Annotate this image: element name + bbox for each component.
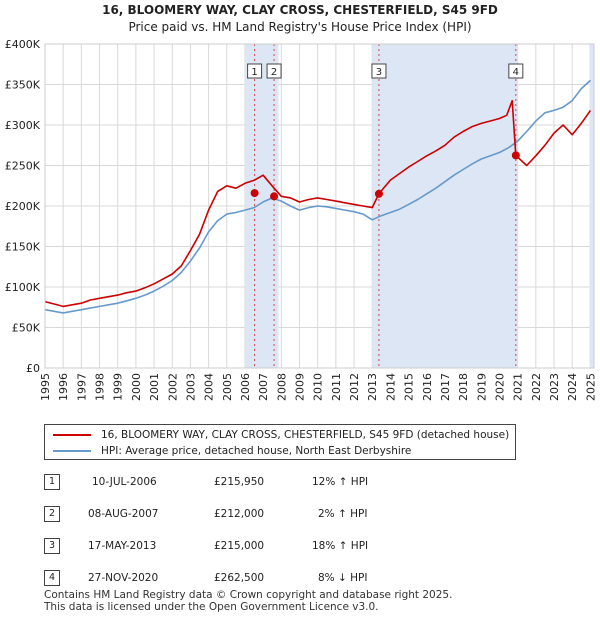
x-tick-label: 2005 <box>221 373 234 401</box>
sale-price: £212,000 <box>214 508 265 520</box>
sale-point <box>374 189 383 198</box>
x-tick-label: 2018 <box>457 373 470 401</box>
sale-date: 08-AUG-2007 <box>88 508 159 520</box>
price-chart: 16, BLOOMERY WAY, CLAY CROSS, CHESTERFIE… <box>5 3 598 401</box>
x-tick-label: 2022 <box>530 373 543 401</box>
x-tick-label: 1999 <box>112 373 125 401</box>
x-tick-label: 1996 <box>57 373 70 401</box>
sale-row: 4 27-NOV-2020 £262,500 8% ↓ HPI <box>0 570 600 590</box>
x-tick-label: 1997 <box>75 373 88 401</box>
sale-date: 27-NOV-2020 <box>88 572 159 584</box>
shaded-period <box>372 44 518 368</box>
x-tick-label: 2013 <box>366 373 379 401</box>
sale-hpi-change: 18% ↑ HPI <box>312 540 369 552</box>
x-tick-label: 2011 <box>330 373 343 401</box>
sale-number-box <box>508 63 524 79</box>
y-tick-label: £300K <box>5 119 41 132</box>
sale-number-box <box>266 63 282 79</box>
sale-point <box>270 192 279 201</box>
legend-swatch-property <box>53 434 91 436</box>
y-tick-label: £250K <box>5 160 41 173</box>
sale-hpi-change: 8% ↓ HPI <box>318 572 368 584</box>
sale-number-label: 3 <box>376 67 382 78</box>
sale-point <box>250 189 259 198</box>
y-tick-label: £50K <box>12 322 41 335</box>
sale-hpi-change: 2% ↑ HPI <box>318 508 368 520</box>
legend-label-property: 16, BLOOMERY WAY, CLAY CROSS, CHESTERFIE… <box>101 429 510 441</box>
chart-legend: 16, BLOOMERY WAY, CLAY CROSS, CHESTERFIE… <box>44 424 516 460</box>
y-tick-label: £200K <box>5 200 41 213</box>
x-tick-label: 2004 <box>203 373 216 401</box>
x-tick-label: 1998 <box>94 373 107 401</box>
x-tick-label: 2016 <box>421 373 434 401</box>
y-tick-label: £0 <box>26 362 40 375</box>
x-tick-label: 2002 <box>166 373 179 401</box>
sale-number-badge: 4 <box>44 570 60 586</box>
plot-border <box>44 43 595 369</box>
x-tick-label: 1995 <box>39 373 52 401</box>
y-tick-label: £350K <box>5 79 41 92</box>
sale-number-box <box>247 63 263 79</box>
sale-number-box <box>371 63 387 79</box>
x-tick-label: 2007 <box>257 373 270 401</box>
sale-row: 1 10-JUL-2006 £215,950 12% ↑ HPI <box>0 474 600 494</box>
sale-price: £215,000 <box>214 540 265 552</box>
x-tick-label: 2003 <box>184 373 197 401</box>
chart-title-line2: Price paid vs. HM Land Registry's House … <box>128 20 471 34</box>
x-tick-label: 2008 <box>275 373 288 401</box>
sale-number-badge: 3 <box>44 538 60 554</box>
sale-number-badge: 2 <box>44 506 60 522</box>
sale-point <box>511 151 520 160</box>
sale-number-badge: 1 <box>44 474 60 490</box>
x-tick-label: 2019 <box>475 373 488 401</box>
x-tick-label: 2012 <box>348 373 361 401</box>
x-tick-label: 2014 <box>384 373 397 401</box>
sale-date: 17-MAY-2013 <box>88 540 157 552</box>
footer-line-licence: This data is licensed under the Open Gov… <box>44 600 379 613</box>
shaded-period <box>244 44 279 368</box>
x-tick-label: 2023 <box>548 373 561 401</box>
footer-line-copyright: Contains HM Land Registry data © Crown c… <box>44 589 453 601</box>
sale-hpi-change: 12% ↑ HPI <box>312 476 369 488</box>
y-tick-label: £400K <box>5 38 41 51</box>
sale-row: 3 17-MAY-2013 £215,000 18% ↑ HPI <box>0 538 600 558</box>
y-tick-label: £150K <box>5 241 41 254</box>
sale-price: £215,950 <box>214 476 265 488</box>
x-tick-label: 2017 <box>439 373 452 401</box>
y-tick-label: £100K <box>5 281 41 294</box>
legend-label-hpi: HPI: Average price, detached house, Nort… <box>101 445 412 457</box>
shaded-period <box>589 44 594 368</box>
x-tick-label: 2024 <box>566 373 579 401</box>
sale-row: 2 08-AUG-2007 £212,000 2% ↑ HPI <box>0 506 600 526</box>
legend-swatch-hpi <box>53 450 91 452</box>
x-tick-label: 2010 <box>312 373 325 401</box>
x-tick-label: 2009 <box>294 373 307 401</box>
property-price-line <box>44 99 592 308</box>
x-tick-label: 2001 <box>148 373 161 401</box>
x-tick-label: 2020 <box>493 373 506 401</box>
legend-item-property: 16, BLOOMERY WAY, CLAY CROSS, CHESTERFIE… <box>53 427 509 443</box>
sale-price: £262,500 <box>214 572 265 584</box>
sale-number-label: 4 <box>513 67 519 78</box>
legend-item-hpi: HPI: Average price, detached house, Nort… <box>53 443 411 459</box>
x-tick-label: 2021 <box>512 373 525 401</box>
sale-date: 10-JUL-2006 <box>92 476 157 488</box>
x-tick-label: 2015 <box>403 373 416 401</box>
sale-number-label: 2 <box>271 67 277 78</box>
sale-number-label: 1 <box>251 67 257 78</box>
x-tick-label: 2000 <box>130 373 143 401</box>
x-tick-label: 2025 <box>584 373 597 401</box>
hpi-line <box>44 79 591 314</box>
footer-attribution: Contains HM Land Registry data © Crown c… <box>44 589 453 613</box>
x-tick-label: 2006 <box>239 373 252 401</box>
chart-title-line1: 16, BLOOMERY WAY, CLAY CROSS, CHESTERFIE… <box>102 3 498 17</box>
